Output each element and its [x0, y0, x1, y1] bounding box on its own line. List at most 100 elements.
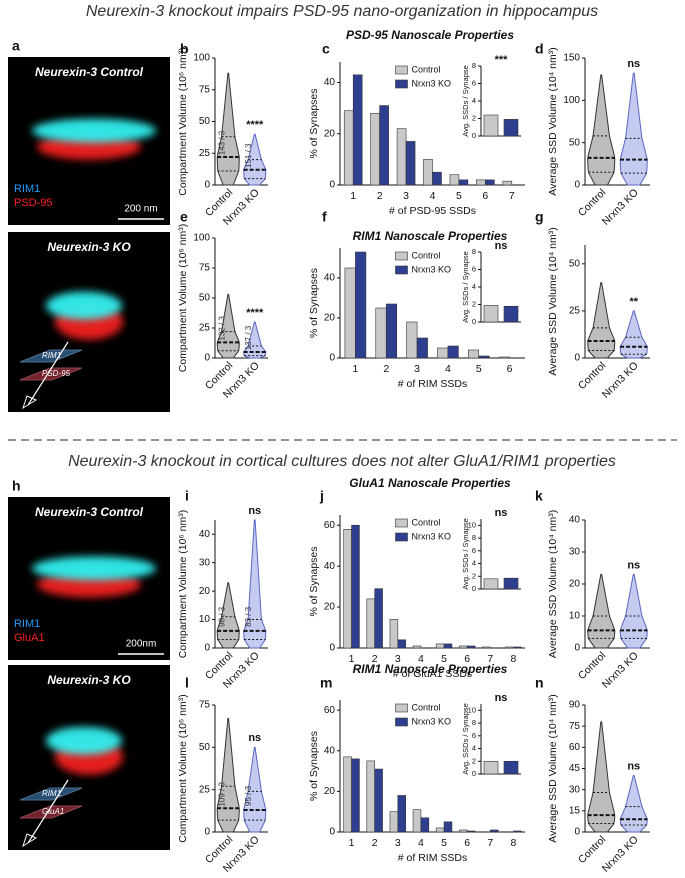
y-axis-label: Average SSD Volume (10⁴ nm³)	[547, 510, 559, 658]
y-tick-label: 25	[199, 148, 211, 159]
violin	[243, 746, 267, 833]
bar	[379, 105, 389, 186]
bar	[423, 159, 433, 186]
y-tick-label: 40	[324, 77, 336, 88]
y-tick-label: 0	[472, 317, 476, 326]
significance: ns	[248, 732, 261, 744]
cyan-signal	[32, 118, 156, 143]
x-tick-label: 2	[383, 363, 389, 375]
x-tick-label: 3	[395, 837, 401, 849]
y-tick-label: 6	[472, 731, 476, 740]
panel-letter: f	[322, 209, 327, 225]
bar	[432, 171, 442, 186]
bar	[420, 817, 430, 833]
y-tick-label: 2	[472, 113, 476, 122]
y-tick-label: 0	[574, 353, 580, 364]
y-tick-label: 0	[204, 827, 210, 838]
bar	[478, 355, 490, 359]
n-label: 151 / 3	[244, 143, 253, 168]
y-tick-label: 25	[199, 323, 211, 334]
bar	[466, 830, 476, 833]
bar	[397, 795, 406, 833]
violin	[619, 775, 648, 833]
y-tick-label: 8	[472, 718, 476, 727]
y-tick-label: 75	[199, 84, 211, 95]
y-tick-label: 0	[574, 643, 580, 654]
inset-bar	[503, 577, 519, 590]
image-label: Neurexin-3 KO	[47, 240, 131, 254]
y-tick-label: 20	[199, 586, 211, 597]
n-label: 132 / 3	[217, 316, 226, 341]
violin	[619, 573, 648, 649]
y-tick-label: 60	[324, 520, 336, 531]
y-tick-label: 6	[472, 78, 476, 87]
legend-label: Control	[412, 702, 441, 712]
bar	[351, 524, 360, 649]
legend-swatch	[395, 532, 408, 542]
n-label: 143 / 3	[217, 130, 226, 155]
n-label: 98 / 3	[217, 606, 226, 627]
panel-letter: n	[535, 675, 544, 691]
rim-plane	[19, 349, 83, 363]
legend-label: Nrxn3 KO	[412, 716, 452, 726]
x-tick-label: 4	[445, 363, 451, 375]
section-title: PSD-95 Nanoscale Properties	[346, 28, 514, 42]
n-label: 137 / 3	[244, 325, 253, 350]
legend-swatch	[395, 518, 408, 528]
legend-label: Nrxn3 KO	[412, 264, 452, 274]
figure-subtitle: Neurexin-3 knockout in cortical cultures…	[68, 453, 616, 470]
y-tick-label: 2	[472, 299, 476, 308]
y-axis-label: % of Synapses	[308, 731, 320, 801]
bar	[351, 758, 360, 833]
significance: ***	[495, 54, 509, 66]
y-tick-label: 25	[569, 306, 581, 317]
bar	[389, 811, 399, 833]
bar	[370, 112, 380, 186]
legend-label: Control	[412, 517, 441, 527]
panel-letter: g	[535, 209, 544, 225]
legend-swatch	[395, 703, 408, 713]
legend-swatch	[395, 251, 408, 261]
cyan-signal	[46, 726, 122, 755]
y-tick-label: 50	[199, 742, 211, 753]
violin	[243, 519, 267, 649]
significance: ns	[627, 559, 640, 571]
plane-label: RIM1	[42, 789, 61, 798]
y-tick-label: 0	[472, 584, 476, 593]
image-label: Neurexin-3 Control	[35, 65, 144, 79]
x-tick-label: 5	[476, 363, 482, 375]
panel-letter: b	[180, 41, 189, 57]
y-axis-label: Avg. SSDs / Synapse	[461, 703, 470, 775]
y-axis-label: Average SSD Volume (10⁴ nm³)	[547, 694, 559, 842]
y-tick-label: 15	[569, 805, 581, 816]
panel-letter: k	[535, 488, 543, 504]
bar	[437, 347, 449, 359]
n-label: 83 / 3	[244, 606, 253, 627]
x-axis-label: # of RIM SSDs	[398, 378, 467, 390]
bar	[366, 760, 375, 833]
y-tick-label: 0	[574, 180, 580, 191]
violin	[619, 310, 648, 359]
bar	[485, 179, 495, 186]
y-tick-label: 0	[472, 131, 476, 140]
bar	[513, 830, 522, 833]
violin	[619, 72, 648, 186]
significance: ns	[627, 760, 640, 772]
axis-arrow	[27, 341, 69, 406]
y-tick-label: 2	[472, 756, 476, 765]
bar	[476, 179, 486, 186]
y-tick-label: 40	[324, 561, 336, 572]
x-axis-label: # of PSD-95 SSDs	[389, 205, 476, 217]
x-tick-label: 6	[464, 837, 470, 849]
bar	[385, 303, 398, 359]
panel-letter: a	[12, 38, 20, 54]
y-axis-label: Avg. SSDs / Synapse	[461, 518, 470, 590]
x-tick-label: 8	[511, 653, 517, 665]
y-tick-label: 50	[569, 137, 581, 148]
bar	[459, 645, 468, 649]
y-tick-label: 0	[329, 643, 335, 654]
y-tick-label: 40	[324, 745, 336, 756]
arrow-head	[22, 395, 38, 410]
y-tick-label: 6	[472, 546, 476, 555]
